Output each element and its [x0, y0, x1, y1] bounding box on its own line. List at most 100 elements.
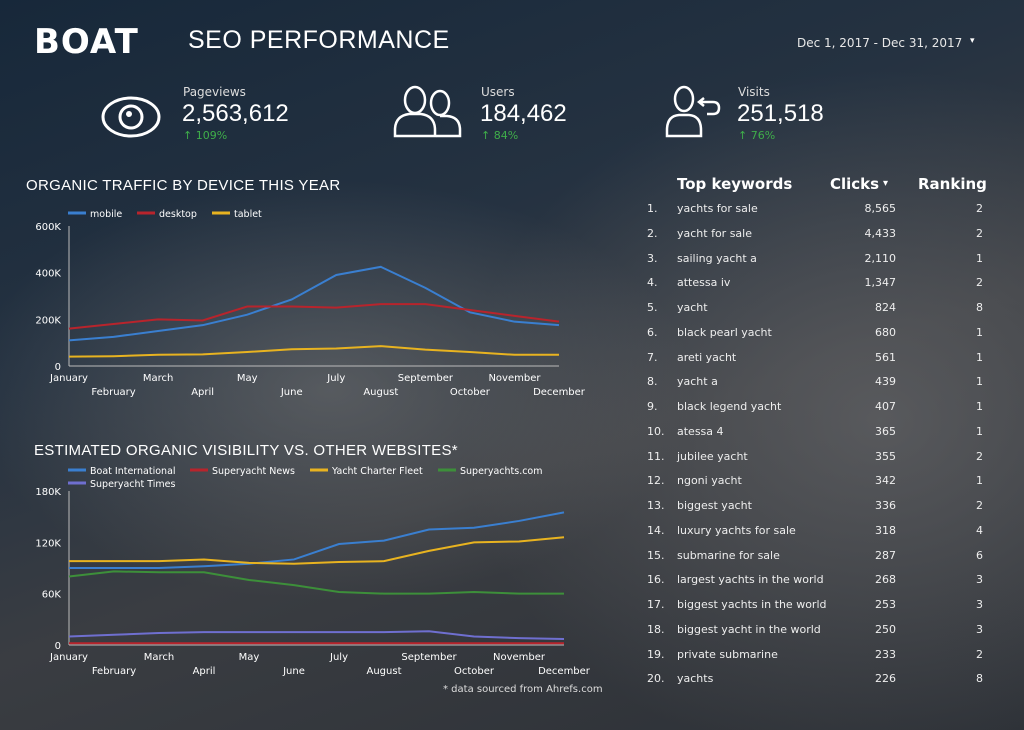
row-keyword: attessa iv [677, 276, 731, 290]
x-tick-label: April [193, 666, 216, 677]
row-keyword: biggest yacht in the world [677, 622, 821, 636]
row-keyword: yachts for sale [677, 202, 758, 215]
date-range-picker[interactable]: Dec 1, 2017 - Dec 31, 2017 [797, 36, 963, 50]
row-ranking: 4 [976, 523, 983, 537]
y-tick-label: 0 [55, 641, 61, 652]
row-number: 17. [647, 598, 665, 611]
series-line-mobile [68, 265, 560, 342]
row-number: 10. [647, 424, 665, 438]
row-clicks: 439 [875, 375, 896, 389]
kpi-label: Pageviews [183, 85, 246, 99]
series-line-yacht-charter-fleet [69, 536, 565, 565]
legend-label: Superyacht Times [90, 479, 176, 490]
x-tick-label: January [49, 373, 88, 384]
users-icon [393, 85, 462, 138]
table-row: 5. yacht 824 8 [0, 301, 1024, 321]
row-clicks: 268 [875, 573, 896, 587]
row-clicks: 561 [875, 350, 896, 364]
row-clicks: 1,347 [864, 276, 897, 290]
x-tick-label: December [533, 387, 586, 398]
row-ranking: 3 [976, 573, 983, 587]
kpi-delta: ↑ 109% [183, 129, 228, 142]
x-tick-label: September [401, 652, 457, 663]
x-tick-label: January [49, 652, 88, 663]
row-number: 2. [647, 226, 658, 240]
table-row: 13. biggest yacht 336 2 [0, 499, 1024, 519]
row-number: 20. [647, 672, 665, 686]
row-number: 18. [647, 622, 665, 636]
x-tick-label: May [237, 373, 258, 384]
table-row: 1. yachts for sale 8,565 2 [0, 202, 1024, 222]
row-keyword: yachts [677, 672, 714, 686]
legend-label: tablet [234, 209, 262, 220]
table-row: 3. sailing yacht a 2,110 1 [0, 252, 1024, 272]
row-ranking: 1 [976, 251, 983, 265]
row-keyword: sailing yacht a [677, 251, 757, 265]
row-ranking: 1 [976, 325, 983, 339]
row-ranking: 3 [976, 622, 983, 636]
row-keyword: biggest yacht [677, 499, 752, 512]
row-clicks: 250 [875, 622, 896, 636]
row-keyword: black legend yacht [677, 400, 782, 413]
eye-icon [101, 96, 161, 138]
row-ranking: 3 [976, 598, 983, 611]
row-keyword: biggest yachts in the world [677, 598, 827, 611]
row-number: 14. [647, 523, 665, 537]
kpi-value: 2,563,612 [182, 100, 289, 127]
row-keyword: atessa 4 [677, 424, 724, 438]
kpi-value: 184,462 [480, 100, 567, 127]
legend-label: mobile [90, 209, 122, 220]
sort-caret-icon[interactable]: ▾ [883, 178, 889, 189]
legend-label: Superyachts.com [460, 466, 543, 477]
row-number: 12. [647, 474, 665, 488]
row-ranking: 2 [976, 202, 983, 215]
row-clicks: 336 [875, 499, 896, 512]
row-number: 16. [647, 573, 665, 587]
x-tick-label: March [144, 652, 174, 663]
x-tick-label: October [450, 387, 491, 398]
row-clicks: 8,565 [864, 202, 897, 215]
row-number: 13. [647, 499, 665, 512]
row-ranking: 2 [976, 226, 983, 240]
x-tick-label: November [488, 373, 541, 384]
chevron-down-icon[interactable]: ▾ [970, 36, 975, 46]
kpi-value: 251,518 [737, 100, 824, 127]
row-clicks: 342 [875, 474, 896, 488]
row-number: 7. [647, 350, 658, 364]
x-tick-label: June [282, 666, 305, 677]
row-number: 9. [647, 400, 658, 413]
clicks-header[interactable]: Clicks [830, 175, 880, 193]
table-row: 20. yachts 226 8 [0, 672, 1024, 692]
table-row: 16. largest yachts in the world 268 3 [0, 573, 1024, 593]
table-row: 19. private submarine 233 2 [0, 648, 1024, 668]
row-number: 6. [647, 325, 658, 339]
x-tick-label: September [398, 373, 454, 384]
series-line-tablet [68, 345, 559, 358]
x-tick-label: February [91, 387, 135, 398]
legend-label: desktop [159, 209, 197, 220]
row-keyword: yacht [677, 301, 708, 314]
row-clicks: 824 [875, 301, 896, 314]
row-keyword: black pearl yacht [677, 325, 772, 339]
table-row: 18. biggest yacht in the world 250 3 [0, 623, 1024, 643]
table-row: 7. areti yacht 561 1 [0, 351, 1024, 371]
x-tick-label: October [454, 666, 495, 677]
footnote: * data sourced from Ahrefs.com [443, 684, 603, 695]
row-number: 4. [647, 276, 658, 290]
row-ranking: 8 [976, 301, 983, 314]
row-keyword: luxury yachts for sale [677, 523, 796, 537]
row-ranking: 1 [976, 375, 983, 389]
row-keyword: areti yacht [677, 350, 737, 364]
table-row: 6. black pearl yacht 680 1 [0, 326, 1024, 346]
x-tick-label: November [493, 652, 546, 663]
row-clicks: 4,433 [864, 226, 897, 240]
row-clicks: 287 [875, 548, 896, 562]
row-clicks: 680 [875, 325, 896, 339]
row-keyword: jubilee yacht [677, 449, 748, 463]
returning-user-icon [665, 85, 721, 138]
table-row: 4. attessa iv 1,347 2 [0, 276, 1024, 296]
row-ranking: 8 [976, 672, 983, 686]
table-row: 11. jubilee yacht 355 2 [0, 450, 1024, 470]
table-row: 10. atessa 4 365 1 [0, 425, 1024, 445]
series-line-desktop [68, 303, 560, 330]
